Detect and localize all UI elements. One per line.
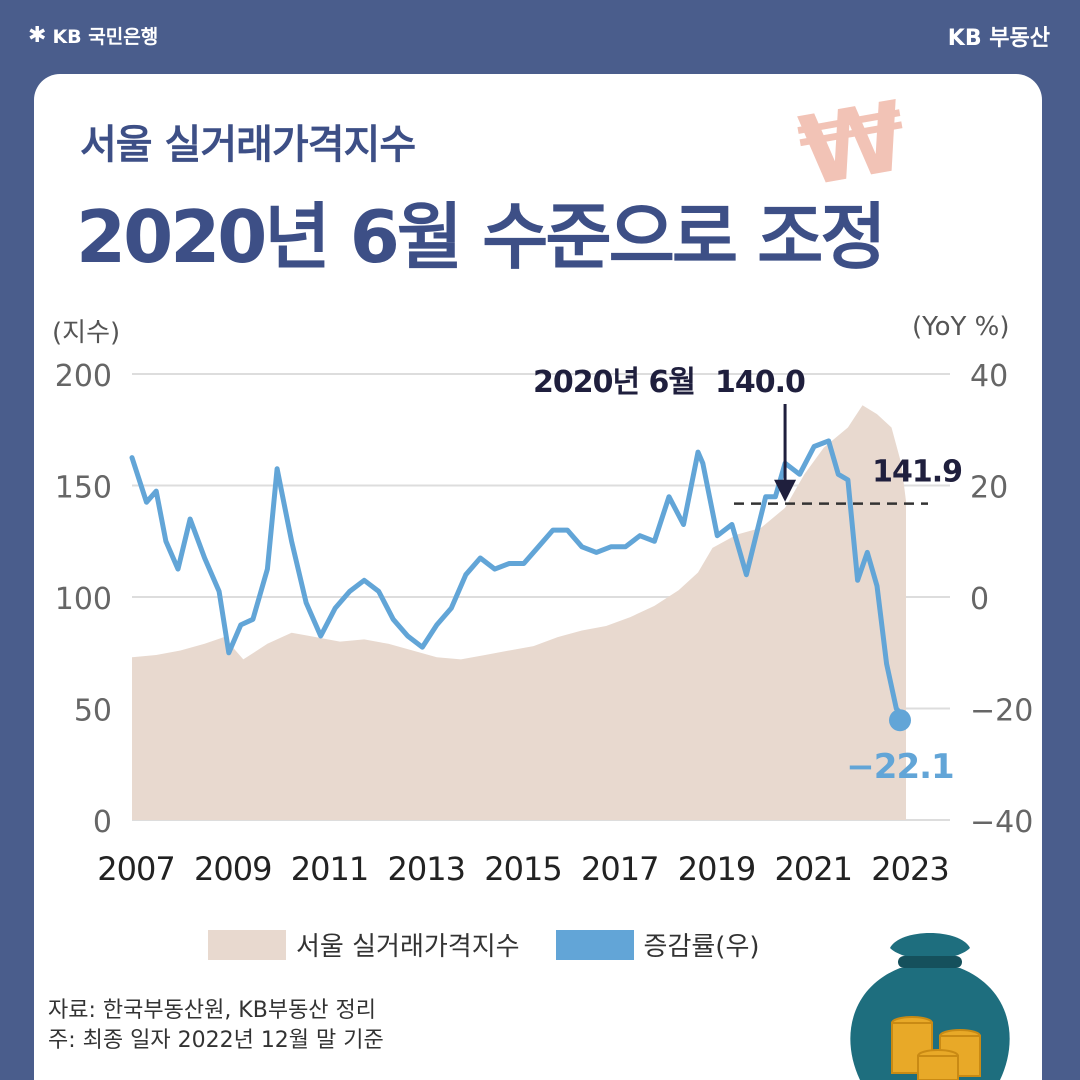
yoy-end-label: −22.1 [846,747,953,787]
legend-area-swatch [208,929,286,960]
x-tick-label: 2023 [871,850,948,888]
right-tick-label: −40 [970,805,1033,840]
left-tick-label: 200 [55,359,112,394]
x-tick-label: 2017 [581,850,658,888]
right-tick-label: 0 [970,582,989,617]
source-line: 자료: 한국부동산원, KB부동산 정리 [48,998,377,1023]
right-tick-label: −20 [970,694,1033,729]
legend-line-swatch [555,929,634,960]
right-tick-label: 40 [970,359,1008,394]
top-bar: ✱ KB 국민은행 KB 부동산 [0,0,1080,74]
x-tick-label: 2021 [775,850,852,888]
left-tick-label: 100 [55,582,112,617]
legend: 서울 실거래가격지수 증감률(우) [208,926,760,963]
legend-area-label: 서울 실거래가격지수 [296,932,520,962]
yoy-line-series [129,438,909,723]
kb-bank-logo: ✱ KB 국민은행 [28,22,158,49]
index-area-series [132,405,906,820]
right-tick-label: 20 [970,471,1008,506]
left-tick-label: 50 [74,694,112,729]
annotation-date-label: 2020년 6월 [533,365,695,400]
annotation-arrow-head [774,479,797,502]
left-axis-unit: (지수) [52,318,121,348]
left-tick-label: 0 [93,805,112,840]
x-tick-label: 2011 [291,850,368,888]
chart-title: 2020년 6월 수준으로 조정 [76,195,887,279]
x-tick-label: 2013 [388,850,465,888]
source-note: 자료: 한국부동산원, KB부동산 정리 주: 최종 일자 2022년 12월 … [48,996,384,1056]
x-tick-label: 2009 [194,850,271,888]
yoy-end-point [889,709,911,732]
x-tick-label: 2019 [678,850,755,888]
x-tick-label: 2015 [484,850,561,888]
left-tick-label: 150 [55,471,112,506]
chart-subtitle: 서울 실거래가격지수 [80,122,416,168]
kb-bank-logo-text: KB 국민은행 [52,26,159,48]
footnote-line: 주: 최종 일자 2022년 12월 말 기준 [48,1028,384,1053]
money-bag-icon [850,933,1010,1080]
kb-real-estate-brand: KB 부동산 [947,26,1050,51]
x-tick-label: 2007 [97,850,174,888]
legend-line-label: 증감률(우) [643,932,760,962]
annotation-current-label: 141.9 [872,455,962,490]
annotation-value-label: 140.0 [715,365,805,400]
kb-star-icon: ✱ [28,23,47,48]
right-axis-unit: (YoY %) [912,312,1010,342]
